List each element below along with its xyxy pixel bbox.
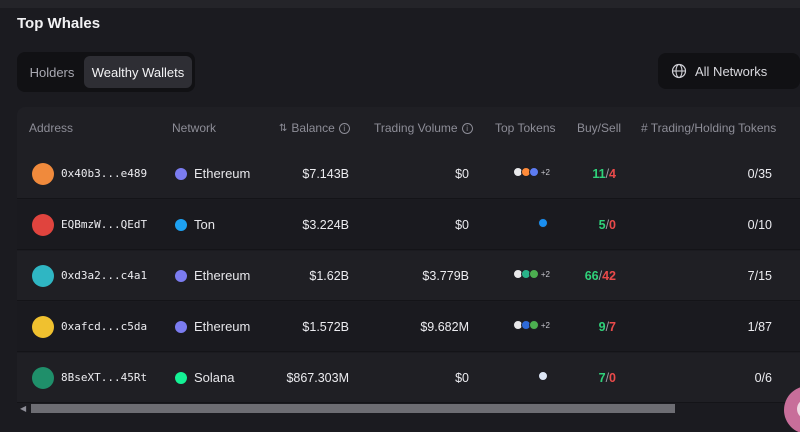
- holding-tokens-value: 7/15: [747, 269, 772, 283]
- balance-value: $3.224B: [302, 218, 349, 232]
- tab-wealthy-wallets[interactable]: Wealthy Wallets: [84, 56, 192, 88]
- buy-count: 9: [598, 320, 606, 334]
- network-icon: [175, 371, 187, 384]
- info-icon[interactable]: i: [461, 122, 473, 134]
- col-buy-sell: Buy/Sell: [577, 121, 622, 135]
- buy-sell-value: 9/7: [598, 320, 616, 334]
- buy-count: 11: [592, 167, 606, 181]
- network-icon: [175, 167, 187, 180]
- buy-count: 7: [598, 371, 606, 385]
- token-icon: [538, 218, 548, 228]
- chat-fab-button[interactable]: [784, 386, 800, 432]
- more-tokens-count: +2: [540, 320, 550, 330]
- col-address: Address: [29, 121, 74, 135]
- trading-volume-value: $0: [455, 218, 469, 232]
- network-cell: Ethereum: [175, 166, 250, 181]
- wallet-address[interactable]: 0xd3a2...c4a1: [61, 269, 148, 282]
- trading-volume-value: $0: [455, 371, 469, 385]
- table-row[interactable]: 0xafcd...c5da Ethereum $1.572B $9.682M +…: [17, 302, 800, 352]
- network-cell: Solana: [175, 370, 234, 385]
- top-tokens[interactable]: [538, 371, 550, 381]
- trading-volume-value: $0: [455, 167, 469, 181]
- avatar: [32, 367, 54, 389]
- wallet-address[interactable]: 8BseXT...45Rt: [61, 371, 148, 384]
- top-tokens[interactable]: [538, 218, 550, 228]
- network-cell: Ethereum: [175, 268, 250, 283]
- buy-sell-value: 5/0: [598, 218, 616, 232]
- top-tokens[interactable]: +2: [512, 269, 550, 279]
- table-row[interactable]: 0x40b3...e489 Ethereum $7.143B $0 +2 11/…: [17, 149, 800, 199]
- buy-sell-value: 11/4: [592, 167, 616, 181]
- tab-holders[interactable]: Holders: [29, 64, 75, 80]
- info-icon[interactable]: i: [338, 122, 350, 134]
- token-icon: [528, 167, 539, 177]
- holding-tokens-value: 0/35: [747, 167, 772, 181]
- holding-tokens-value: 1/87: [747, 320, 772, 334]
- scroll-left-icon[interactable]: ◀: [20, 404, 27, 413]
- wallet-address[interactable]: 0xafcd...c5da: [61, 320, 148, 333]
- balance-value: $867.303M: [286, 371, 349, 385]
- network-name: Ethereum: [194, 319, 251, 334]
- network-cell: Ethereum: [175, 319, 250, 334]
- section-title: Top Whales: [17, 15, 101, 32]
- top-tokens[interactable]: +2: [512, 167, 550, 177]
- balance-value: $1.572B: [302, 320, 349, 334]
- top-tokens[interactable]: +2: [512, 320, 550, 330]
- token-icon: [528, 320, 539, 330]
- network-name: Solana: [194, 370, 235, 385]
- table-header: Address Network ⇅ Balance i Trading Volu…: [17, 107, 800, 149]
- col-balance[interactable]: ⇅ Balance i: [279, 121, 350, 135]
- col-top-tokens: Top Tokens: [495, 121, 556, 135]
- network-filter-dropdown[interactable]: All Networks: [658, 53, 800, 89]
- network-name: Ethereum: [194, 166, 251, 181]
- buy-count: 66: [584, 269, 599, 283]
- table-row[interactable]: 0xd3a2...c4a1 Ethereum $1.62B $3.779B +2…: [17, 251, 800, 301]
- sell-count: 7: [609, 320, 616, 334]
- col-holding-tokens: # Trading/Holding Tokens: [641, 121, 777, 135]
- more-tokens-count: +2: [540, 167, 550, 177]
- buy-sell-value: 7/0: [598, 371, 616, 385]
- network-icon: [175, 269, 187, 282]
- col-network: Network: [172, 121, 217, 135]
- avatar: [32, 316, 54, 338]
- network-name: Ethereum: [194, 268, 251, 283]
- trading-volume-value: $9.682M: [420, 320, 469, 334]
- avatar: [32, 265, 54, 287]
- horizontal-scrollbar[interactable]: ◀: [17, 403, 800, 415]
- token-icon: [538, 371, 548, 381]
- avatar: [32, 214, 54, 236]
- network-icon: [175, 218, 187, 231]
- trading-volume-value: $3.779B: [422, 269, 469, 283]
- whales-table: Address Network ⇅ Balance i Trading Volu…: [17, 107, 800, 403]
- network-icon: [175, 320, 187, 333]
- wallet-address[interactable]: 0x40b3...e489: [61, 167, 148, 180]
- sell-count: 0: [609, 218, 616, 232]
- buy-sell-value: 66/42: [584, 269, 616, 283]
- more-tokens-count: +2: [540, 269, 550, 279]
- balance-value: $7.143B: [302, 167, 349, 181]
- sell-count: 0: [609, 371, 616, 385]
- table-row[interactable]: EQBmzW...QEdT Ton $3.224B $0 5/0 0/10: [17, 200, 800, 250]
- balance-value: $1.62B: [309, 269, 349, 283]
- top-bar: [0, 0, 800, 8]
- chat-icon: [797, 399, 800, 419]
- avatar: [32, 163, 54, 185]
- globe-icon: [671, 63, 687, 79]
- wallet-address[interactable]: EQBmzW...QEdT: [61, 218, 148, 231]
- sell-count: 4: [609, 167, 616, 181]
- sell-count: 42: [602, 269, 616, 283]
- sort-icon: ⇅: [279, 122, 288, 134]
- network-cell: Ton: [175, 217, 215, 232]
- network-name: Ton: [194, 217, 215, 232]
- network-filter-label: All Networks: [695, 63, 768, 79]
- holding-tokens-value: 0/10: [747, 218, 772, 232]
- scroll-thumb[interactable]: [31, 404, 675, 413]
- col-trading-volume[interactable]: Trading Volume i: [374, 121, 473, 135]
- buy-count: 5: [598, 218, 606, 232]
- token-icon: [528, 269, 539, 279]
- table-row[interactable]: 8BseXT...45Rt Solana $867.303M $0 7/0 0/…: [17, 353, 800, 403]
- holding-tokens-value: 0/6: [754, 371, 772, 385]
- wallet-view-toggle: Holders Wealthy Wallets: [17, 52, 195, 92]
